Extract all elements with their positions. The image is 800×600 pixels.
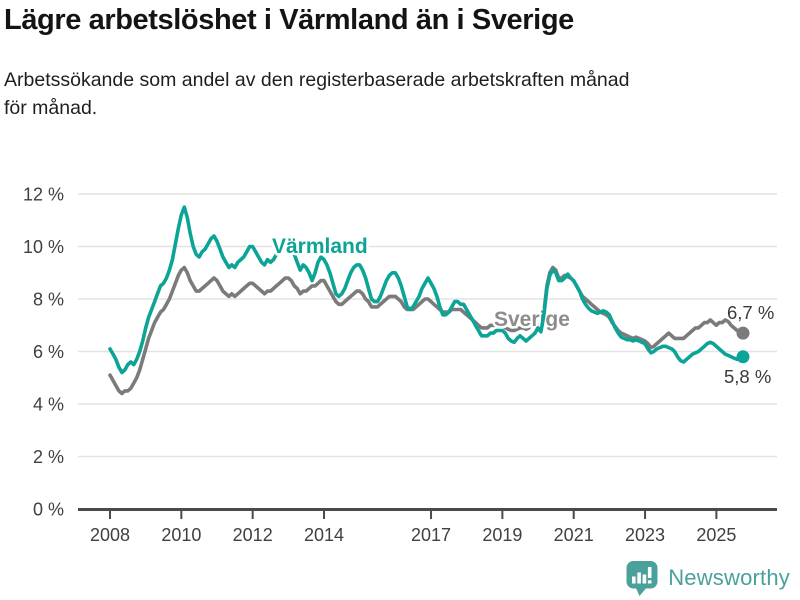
chart-header: Lägre arbetslöshet i Värmland än i Sveri… [4,4,796,123]
y-tick-label-12: 12 % [23,185,64,205]
page-title: Lägre arbetslöshet i Värmland än i Sveri… [4,4,574,36]
series-end-dot-varmland [736,350,750,364]
x-tick-label-2019: 2019 [482,525,522,545]
chart-subtitle: Arbetssökande som andel av den registerb… [4,67,796,122]
newsworthy-logo: Newsworthy [625,560,790,596]
y-tick-label-4: 4 % [33,395,64,415]
chart-subtitle-line-1: Arbetssökande som andel av den registerb… [4,69,630,92]
bar-chart-pin-icon [626,561,658,596]
series-label-varmland: Värmland [272,235,368,258]
chart-subtitle-line-2: för månad. [4,97,98,120]
end-value-label-varmland: 5,8 % [724,366,771,387]
series-line-sverige [108,265,745,396]
brand-name: Newsworthy [668,565,790,590]
x-tick-label-2023: 2023 [625,525,665,545]
end-value-label-sverige: 6,7 % [727,302,774,323]
x-tick-label-2021: 2021 [554,525,594,545]
x-tick-label-2010: 2010 [161,525,201,545]
x-tick-label-2014: 2014 [304,525,344,545]
series-end-dot-sverige [736,326,750,340]
y-tick-label-0: 0 % [33,500,64,520]
y-tick-label-6: 6 % [33,342,64,362]
y-tick-label-8: 8 % [33,290,64,310]
x-tick-label-2012: 2012 [233,525,273,545]
y-tick-label-10: 10 % [23,237,64,257]
x-tick-label-2017: 2017 [411,525,451,545]
series-line-varmland [108,205,745,375]
x-tick-label-2008: 2008 [90,525,130,545]
series-label-sverige: Sverige [494,308,570,331]
y-tick-label-2: 2 % [33,447,64,467]
x-tick-label-2025: 2025 [696,525,736,545]
